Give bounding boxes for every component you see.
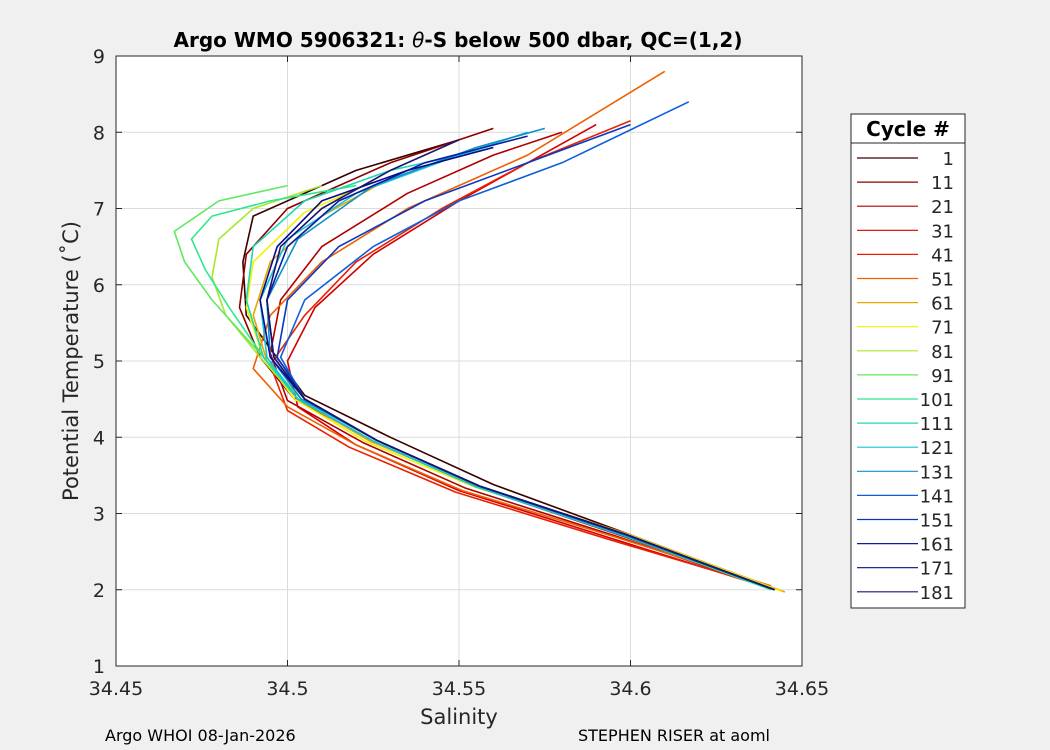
y-tick-label: 6	[93, 275, 105, 297]
chart-title: Argo WMO 5906321: θ-S below 500 dbar, QC…	[174, 28, 743, 52]
footer-right: STEPHEN RISER at aoml	[578, 726, 770, 745]
series-line-cycle-51	[252, 70, 772, 587]
legend-label-91: 91	[931, 366, 954, 387]
legend-label-151: 151	[920, 511, 954, 532]
title-theta: θ	[412, 28, 424, 52]
series-line-cycle-121	[259, 131, 775, 591]
series-layer	[173, 70, 786, 593]
legend-label-1: 1	[943, 149, 954, 170]
x-tick-label: 34.65	[775, 678, 829, 700]
legend-label-101: 101	[920, 390, 954, 411]
y-axis-label: Potential Temperature (˚C)	[59, 221, 83, 501]
legend-label-61: 61	[931, 294, 954, 315]
y-tick-label: 9	[93, 46, 105, 68]
legend-label-21: 21	[931, 197, 954, 218]
x-tick-label: 34.5	[266, 678, 308, 700]
x-tick-label: 34.6	[609, 678, 651, 700]
title-suffix: -S below 500 dbar, QC=(1,2)	[424, 28, 742, 52]
x-axis-label: Salinity	[420, 705, 498, 729]
legend-title: Cycle #	[866, 117, 950, 141]
legend-label-11: 11	[931, 173, 954, 194]
y-tick-label: 1	[93, 656, 105, 678]
legend: Cycle # 11121314151617181911011111211311…	[850, 113, 966, 609]
legend-label-111: 111	[920, 414, 954, 435]
legend-label-71: 71	[931, 318, 954, 339]
y-tick-label: 3	[93, 504, 105, 526]
series-line-cycle-31	[286, 123, 768, 589]
legend-label-181: 181	[920, 583, 954, 604]
axis-ticks: 34.45 34.5 34.55 34.6 34.65 1 2 3 4 5 6 7 8 9	[89, 46, 829, 700]
series-line-cycle-181	[266, 139, 775, 591]
legend-label-161: 161	[920, 535, 954, 556]
legend-box	[850, 113, 966, 609]
y-tick-label: 7	[93, 199, 105, 221]
legend-label-171: 171	[920, 559, 954, 580]
legend-label-141: 141	[920, 486, 954, 507]
x-tick-label: 34.45	[89, 678, 143, 700]
legend-label-81: 81	[931, 342, 954, 363]
y-tick-label: 8	[93, 122, 105, 144]
legend-label-31: 31	[931, 221, 954, 242]
y-tick-label: 4	[93, 427, 105, 449]
title-prefix: Argo WMO 5906321:	[174, 28, 413, 52]
x-tick-label: 34.55	[432, 678, 486, 700]
legend-label-51: 51	[931, 270, 954, 291]
legend-label-131: 131	[920, 462, 954, 483]
legend-label-121: 121	[920, 438, 954, 459]
y-tick-label: 2	[93, 580, 105, 602]
y-tick-label: 5	[93, 351, 105, 373]
legend-label-41: 41	[931, 245, 954, 266]
legend-items: 1112131415161718191101111121131141151161…	[857, 149, 954, 604]
footer-left: Argo WHOI 08-Jan-2026	[105, 726, 296, 745]
